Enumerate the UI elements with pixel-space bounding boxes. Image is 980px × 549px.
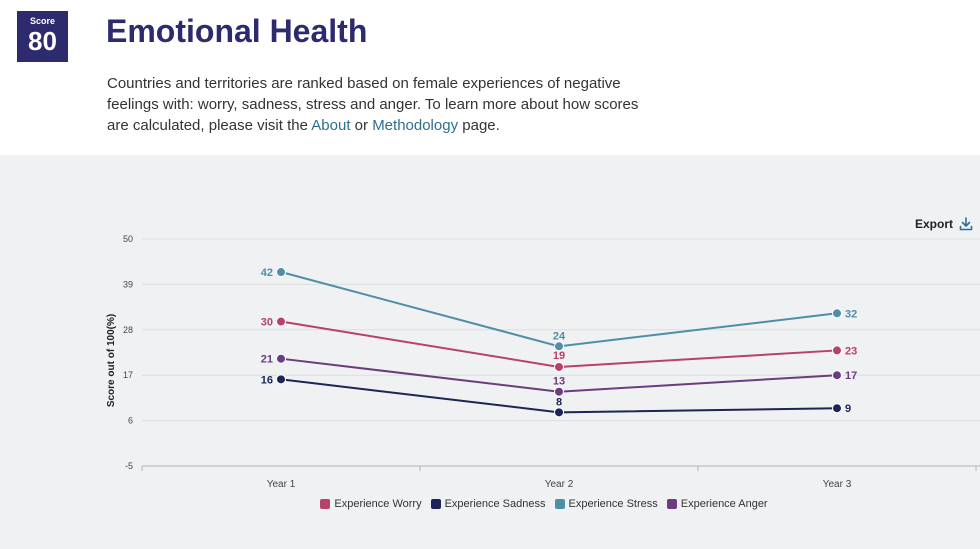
data-point-anger — [554, 386, 564, 397]
data-point-sadness — [554, 407, 564, 418]
data-point-worry — [276, 316, 286, 327]
y-tick-label: 50 — [123, 234, 133, 244]
data-label-stress: 32 — [845, 308, 857, 320]
about-link[interactable]: About — [311, 117, 351, 134]
data-point-anger — [276, 353, 286, 364]
data-point-sadness — [276, 374, 286, 385]
export-button[interactable]: Export — [915, 217, 973, 231]
legend-swatch — [666, 499, 677, 509]
data-label-stress: 42 — [261, 267, 273, 279]
legend-label: Experience Anger — [680, 498, 768, 510]
download-icon — [959, 217, 973, 231]
data-point-anger — [832, 370, 842, 381]
description-text-or: or — [350, 117, 373, 134]
chart-legend: Experience Worry Experience Sadness Experi… — [0, 498, 980, 510]
y-tick-label: 17 — [123, 370, 133, 380]
legend-item-stress[interactable]: Experience Stress — [554, 498, 658, 510]
data-point-stress — [276, 267, 286, 278]
data-label-anger: 21 — [261, 354, 273, 366]
legend-label: Experience Stress — [568, 498, 658, 510]
x-tick-label: Year 1 — [267, 479, 296, 490]
page-description: Countries and territories are ranked bas… — [107, 73, 647, 136]
score-badge: Score 80 — [17, 11, 68, 62]
data-point-sadness — [832, 403, 842, 414]
score-value: 80 — [28, 26, 57, 56]
methodology-link[interactable]: Methodology — [372, 117, 459, 134]
description-text-start: Countries and territories are ranked bas… — [107, 75, 639, 134]
legend-swatch — [430, 499, 441, 509]
data-point-stress — [832, 308, 842, 319]
legend-swatch — [554, 499, 565, 509]
data-label-worry: 23 — [845, 345, 857, 357]
legend-item-anger[interactable]: Experience Anger — [666, 498, 768, 510]
data-label-sadness: 9 — [845, 403, 851, 415]
legend-label: Experience Worry — [334, 498, 422, 510]
y-tick-label: -5 — [125, 461, 133, 471]
data-point-stress — [554, 341, 564, 352]
export-label: Export — [915, 217, 954, 231]
data-label-sadness: 8 — [556, 396, 562, 408]
data-label-anger: 13 — [553, 376, 565, 388]
data-label-worry: 30 — [261, 317, 273, 329]
legend-swatch — [320, 499, 331, 509]
description-text-end: page. — [458, 117, 500, 134]
data-label-worry: 19 — [553, 350, 565, 362]
y-tick-label: 28 — [123, 325, 133, 335]
data-point-worry — [554, 361, 564, 372]
y-axis-title: Score out of 100(%) — [106, 314, 117, 407]
legend-item-worry[interactable]: Experience Worry — [320, 498, 422, 510]
legend-label: Experience Sadness — [444, 498, 546, 510]
data-label-stress: 24 — [553, 330, 566, 342]
data-label-anger: 17 — [845, 370, 857, 382]
y-tick-label: 6 — [128, 416, 133, 426]
x-tick-label: Year 3 — [823, 479, 852, 490]
page-title: Emotional Health — [106, 13, 368, 49]
x-tick-label: Year 2 — [545, 479, 574, 490]
data-label-sadness: 16 — [261, 374, 273, 386]
data-point-worry — [832, 345, 842, 356]
y-tick-label: 39 — [123, 279, 133, 289]
score-label: Score — [29, 16, 55, 26]
legend-item-sadness[interactable]: Experience Sadness — [430, 498, 546, 510]
